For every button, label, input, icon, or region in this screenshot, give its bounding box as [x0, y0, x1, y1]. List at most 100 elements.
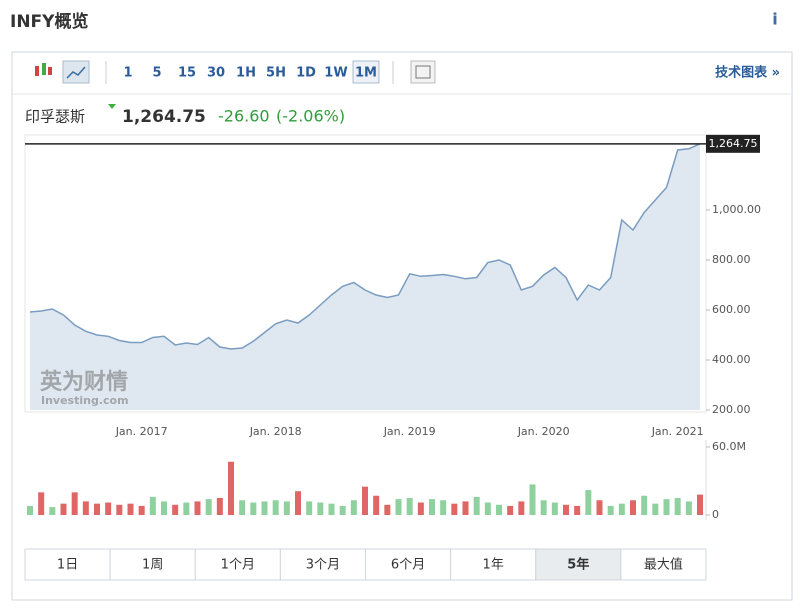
volume-bar: [462, 501, 469, 515]
volume-bar: [183, 502, 190, 515]
volume-bar: [239, 500, 246, 515]
interval-button[interactable]: 15: [178, 66, 196, 81]
range-label[interactable]: 最大值: [644, 557, 683, 573]
interval-button[interactable]: 1H: [236, 66, 256, 81]
y-tick-label: 1,000.00: [712, 203, 761, 216]
volume-bar: [630, 500, 636, 515]
volume-bar: [663, 499, 670, 515]
volume-bar: [529, 484, 536, 515]
volume-bar: [518, 501, 525, 515]
volume-bar: [82, 501, 89, 515]
range-label[interactable]: 5年: [567, 557, 589, 573]
volume-bar: [49, 507, 56, 515]
volume-bar: [551, 502, 558, 515]
range-button[interactable]: [620, 548, 707, 581]
volume-bar: [38, 492, 45, 515]
volume-bar: [317, 502, 324, 515]
volume-bar: [674, 498, 681, 515]
tech-chart-link[interactable]: 技术图表 »: [715, 65, 780, 81]
interval-selected: [352, 60, 380, 84]
stock-name: 印孚瑟斯: [25, 108, 85, 126]
volume-bar: [306, 501, 313, 515]
x-tick-label: Jan. 2019: [383, 425, 436, 438]
volume-bar: [440, 500, 447, 515]
volume-bar: [507, 505, 514, 515]
volume-bar: [596, 500, 603, 515]
range-button[interactable]: [24, 548, 111, 581]
price-change-pct: (-2.06%): [276, 107, 345, 126]
y-tick-label: 0: [712, 508, 719, 521]
volume-bar: [395, 499, 402, 515]
volume-bar: [697, 494, 703, 515]
volume-bar: [60, 503, 67, 515]
range-label[interactable]: 3个月: [306, 558, 340, 573]
info-icon[interactable]: i: [772, 10, 777, 29]
volume-bar: [607, 505, 614, 515]
stock-price: 1,264.75: [122, 107, 206, 127]
x-tick-label: Jan. 2020: [517, 425, 570, 438]
volume-bar: [272, 500, 279, 515]
volume-bar: [138, 505, 145, 515]
volume-bar: [540, 500, 547, 515]
range-label[interactable]: 1周: [142, 558, 163, 573]
range-button[interactable]: [194, 548, 281, 581]
volume-bar: [473, 496, 480, 515]
volume-bar: [496, 504, 502, 515]
price-line: [29, 143, 701, 350]
volume-bar: [250, 502, 257, 515]
range-button[interactable]: [365, 548, 452, 581]
watermark-sub: Investing.com: [41, 394, 129, 407]
line-icon-glyph: [66, 66, 86, 79]
volume-bar: [283, 501, 290, 515]
volume-bar: [216, 498, 223, 515]
volume-bar: [373, 495, 380, 515]
interval-button[interactable]: 1W: [324, 66, 347, 81]
range-label[interactable]: 1日: [57, 558, 78, 573]
volume-bar: [574, 505, 581, 515]
calendar-icon[interactable]: [410, 60, 436, 84]
volume-bar: [205, 499, 212, 515]
volume-bar: [417, 502, 424, 515]
interval-button[interactable]: 30: [207, 66, 225, 81]
x-tick-label: Jan. 2018: [249, 425, 302, 438]
volume-bar: [71, 492, 78, 515]
volume-bar: [94, 503, 100, 515]
interval-button[interactable]: 1D: [296, 66, 316, 81]
interval-button[interactable]: 1M: [355, 66, 377, 81]
volume-bar: [172, 504, 179, 515]
range-button[interactable]: [535, 548, 622, 581]
range-label[interactable]: 1个月: [221, 558, 255, 573]
volume-bar: [484, 502, 491, 515]
price-change: -26.60: [218, 107, 270, 126]
candle-icon[interactable]: [35, 63, 52, 76]
interval-button[interactable]: 5H: [266, 66, 286, 81]
volume-bar: [194, 501, 201, 515]
volume-bar: [149, 496, 156, 515]
y-tick-label: 60.0M: [712, 440, 746, 453]
volume-bar: [585, 490, 592, 515]
volume-bar: [339, 505, 346, 515]
volume-bar: [406, 498, 413, 515]
y-tick-label: 600.00: [712, 303, 751, 316]
y-tick-label: 400.00: [712, 353, 751, 366]
volume-bar: [295, 491, 301, 515]
interval-button[interactable]: 5: [152, 66, 161, 81]
volume-bar: [362, 486, 368, 515]
price-area: [30, 143, 700, 411]
watermark: 英为财情: [40, 369, 128, 395]
y-tick-label: 800.00: [712, 253, 751, 266]
volume-bar: [105, 502, 112, 515]
line-icon[interactable]: [62, 60, 90, 84]
range-label[interactable]: 6个月: [391, 558, 425, 573]
volume-bar: [429, 499, 435, 515]
volume-bar: [350, 500, 357, 515]
range-label[interactable]: 1年: [483, 558, 504, 573]
volume-bar: [384, 504, 391, 515]
volume-bar: [618, 503, 625, 515]
x-tick-label: Jan. 2017: [115, 425, 168, 438]
volume-bar: [228, 461, 234, 515]
interval-button[interactable]: 1: [123, 66, 132, 81]
volume-bar: [261, 501, 268, 515]
volume-bar: [652, 503, 659, 515]
